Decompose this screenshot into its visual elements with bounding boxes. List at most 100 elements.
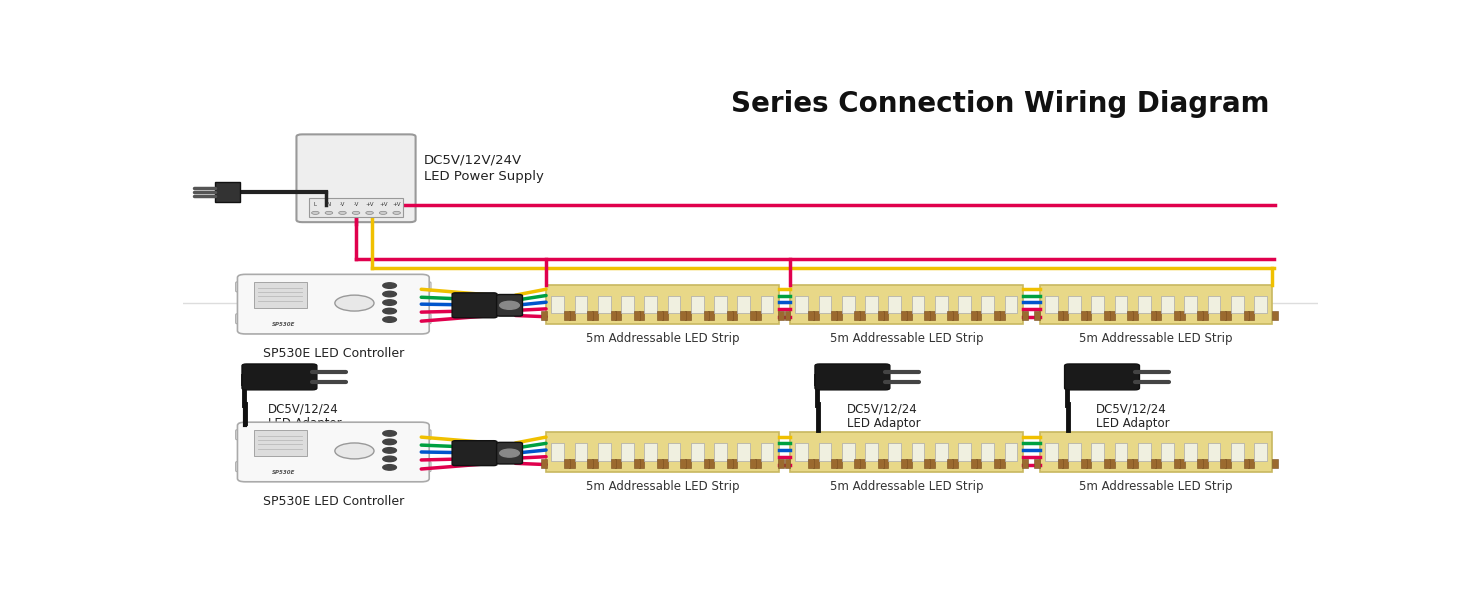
Bar <box>1080 311 1086 320</box>
Bar <box>930 311 935 320</box>
Circle shape <box>312 211 319 214</box>
Bar <box>818 296 832 313</box>
Bar <box>1063 311 1069 320</box>
Bar <box>836 311 842 320</box>
Bar <box>813 311 818 320</box>
Bar <box>785 459 791 468</box>
Bar <box>889 443 900 461</box>
Bar <box>691 443 704 461</box>
Bar <box>634 459 640 468</box>
Bar <box>255 282 307 308</box>
Bar <box>947 311 953 320</box>
Bar <box>1034 311 1039 320</box>
Bar <box>795 296 808 313</box>
FancyBboxPatch shape <box>414 313 430 324</box>
Bar <box>255 430 307 456</box>
Bar <box>935 296 947 313</box>
Text: -V: -V <box>353 202 359 207</box>
Bar <box>1127 459 1133 468</box>
Bar <box>1086 459 1092 468</box>
FancyBboxPatch shape <box>296 134 416 222</box>
Bar <box>1069 443 1080 461</box>
Text: 5m Addressable LED Strip: 5m Addressable LED Strip <box>830 332 982 345</box>
Bar <box>842 443 855 461</box>
Bar <box>953 459 957 468</box>
Bar <box>691 296 704 313</box>
Bar <box>564 311 569 320</box>
Bar <box>1138 296 1151 313</box>
Bar <box>930 459 935 468</box>
Bar <box>726 311 732 320</box>
Bar <box>1045 443 1057 461</box>
Bar <box>998 311 1004 320</box>
Text: SP530E: SP530E <box>272 322 296 327</box>
Bar <box>644 296 657 313</box>
Bar <box>1272 311 1278 320</box>
Bar <box>883 311 889 320</box>
Bar <box>924 311 930 320</box>
Bar <box>998 459 1004 468</box>
Bar <box>681 311 687 320</box>
Bar <box>1231 443 1244 461</box>
Bar <box>709 459 714 468</box>
FancyBboxPatch shape <box>815 364 890 390</box>
Bar <box>1198 311 1203 320</box>
Bar <box>546 433 779 472</box>
Bar <box>1091 296 1104 313</box>
Bar <box>591 459 597 468</box>
Bar <box>791 433 1022 472</box>
Bar <box>591 311 597 320</box>
Text: +V: +V <box>392 202 401 207</box>
Bar <box>957 443 971 461</box>
Text: SP530E LED Controller: SP530E LED Controller <box>262 347 404 360</box>
Bar <box>975 459 981 468</box>
Bar <box>818 443 832 461</box>
Bar <box>889 296 900 313</box>
Bar <box>709 311 714 320</box>
Bar <box>610 311 616 320</box>
Bar <box>865 296 878 313</box>
Bar <box>957 296 971 313</box>
Bar <box>1132 311 1138 320</box>
Circle shape <box>353 211 360 214</box>
Bar <box>552 296 564 313</box>
FancyBboxPatch shape <box>414 461 430 472</box>
Bar <box>900 311 906 320</box>
Bar <box>795 443 808 461</box>
Bar <box>1039 433 1272 472</box>
Circle shape <box>499 449 520 457</box>
Bar <box>859 459 865 468</box>
Text: DC5V/12V/24V: DC5V/12V/24V <box>423 154 521 166</box>
Bar <box>657 459 663 468</box>
FancyBboxPatch shape <box>237 422 429 482</box>
Bar <box>574 296 587 313</box>
Bar <box>1022 311 1028 320</box>
Bar <box>540 311 546 320</box>
FancyBboxPatch shape <box>242 364 316 390</box>
Bar <box>883 459 889 468</box>
Bar <box>738 296 750 313</box>
Circle shape <box>382 464 397 470</box>
Circle shape <box>325 211 332 214</box>
Bar <box>813 459 818 468</box>
FancyBboxPatch shape <box>414 281 430 292</box>
Bar <box>1069 296 1080 313</box>
Bar <box>808 311 814 320</box>
Bar <box>994 311 1000 320</box>
Bar <box>1045 296 1057 313</box>
Bar <box>1179 459 1184 468</box>
Bar <box>1108 311 1114 320</box>
Bar <box>924 459 930 468</box>
FancyBboxPatch shape <box>452 293 498 318</box>
Bar <box>1243 311 1249 320</box>
Text: +V: +V <box>379 202 388 207</box>
Bar <box>1091 443 1104 461</box>
Bar <box>574 443 587 461</box>
Bar <box>1243 459 1249 468</box>
Bar <box>732 311 738 320</box>
Bar <box>1057 459 1063 468</box>
Bar <box>662 311 668 320</box>
Circle shape <box>499 301 520 310</box>
Bar <box>900 459 906 468</box>
Circle shape <box>392 211 401 214</box>
